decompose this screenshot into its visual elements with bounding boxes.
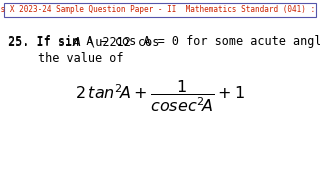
FancyBboxPatch shape (4, 3, 316, 17)
Text: 25. If sin A − cos A = 0 for some acute angle A, then find: 25. If sin A − cos A = 0 for some acute … (8, 35, 320, 48)
Text: $2\,tan^2\!A + \dfrac{1}{cosec^2\!A} + 1$: $2\,tan^2\!A + \dfrac{1}{cosec^2\!A} + 1… (75, 78, 245, 114)
Text: the value of: the value of (38, 51, 124, 64)
Text: 25. If sin: 25. If sin (8, 35, 86, 48)
Text: $A$: $A$ (72, 35, 82, 48)
Text: \u2212 cos: \u2212 cos (81, 35, 166, 48)
Text: CBSE Class X 2023-24 Sample Question Paper - II  Mathematics Standard (041) : Se: CBSE Class X 2023-24 Sample Question Pap… (0, 6, 320, 15)
